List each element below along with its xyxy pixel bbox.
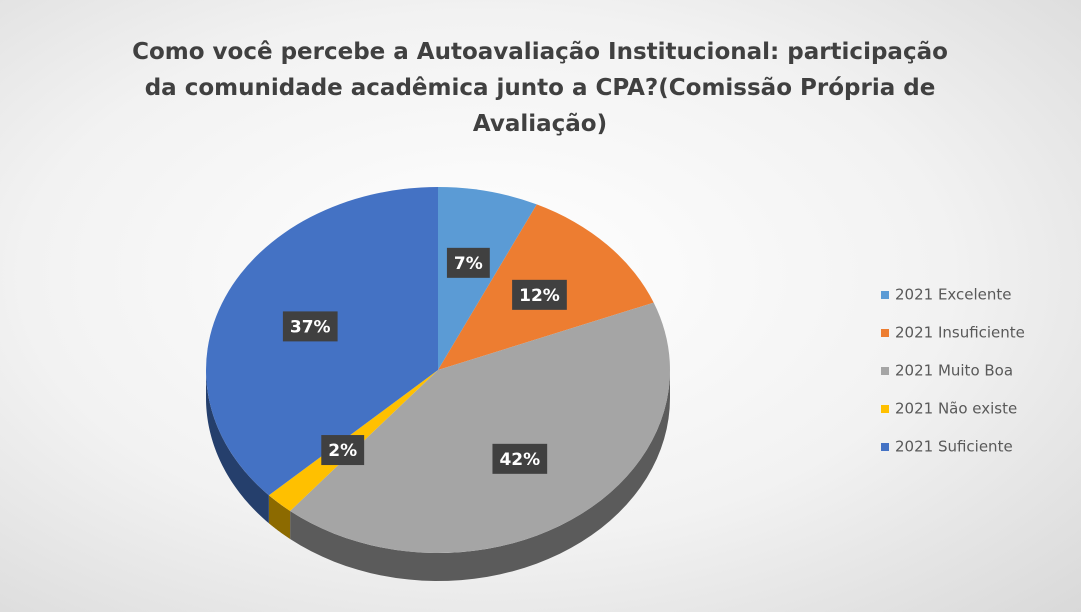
data-label-text: 37% [290, 317, 331, 337]
slice [438, 187, 537, 370]
data-label: 2% [321, 435, 365, 466]
legend-label: 2021 Insuficiente [895, 324, 1025, 342]
legend-swatch [881, 329, 889, 337]
slice [290, 302, 670, 553]
data-label: 37% [282, 311, 338, 342]
data-label-text: 42% [499, 450, 540, 470]
data-label: 12% [512, 279, 567, 310]
data-label: 42% [492, 443, 548, 474]
data-label-text: 2% [328, 441, 357, 461]
legend-label: 2021 Muito Boa [895, 362, 1013, 380]
data-label: 7% [446, 247, 490, 278]
data-label-text: 12% [519, 286, 560, 306]
legend-swatch [881, 291, 889, 299]
legend-swatch [881, 405, 889, 413]
slice-side [206, 370, 269, 524]
legend-swatch [881, 443, 889, 451]
data-label-box [512, 279, 567, 310]
data-label-box [492, 443, 548, 474]
legend-label: 2021 Não existe [895, 400, 1017, 418]
chart-title: Como você percebe a Autoavaliação Instit… [132, 39, 948, 137]
legend-swatch [881, 367, 889, 375]
data-label-box [321, 435, 365, 466]
data-label-box [282, 311, 338, 342]
legend-label: 2021 Excelente [895, 286, 1012, 304]
data-label-box [446, 247, 490, 278]
slice-side [268, 495, 291, 540]
slice-side [290, 370, 670, 581]
data-label-text: 7% [454, 254, 483, 274]
legend-label: 2021 Suficiente [895, 438, 1013, 456]
